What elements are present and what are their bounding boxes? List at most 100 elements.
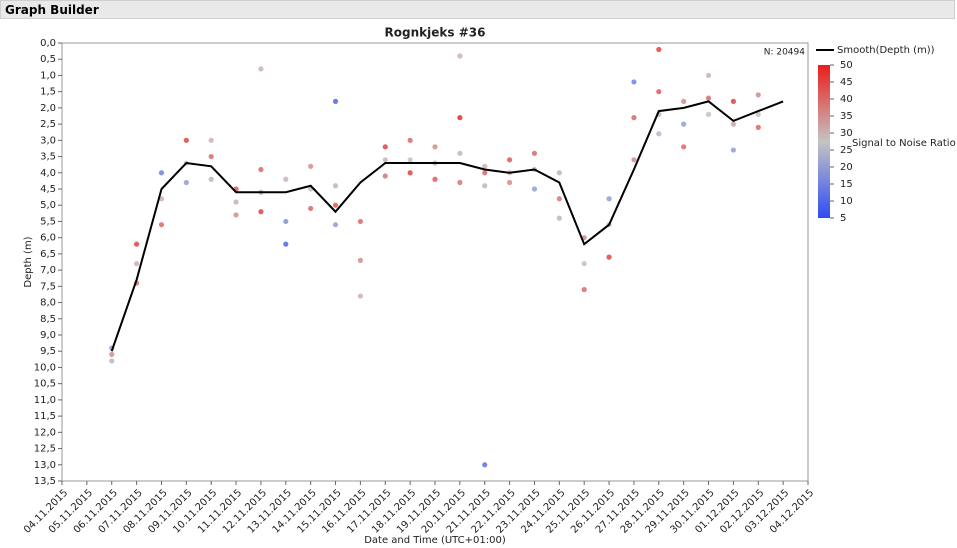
smooth-line: [110, 100, 784, 352]
colorbar-tick-label: 40: [840, 94, 853, 105]
data-point: [631, 115, 637, 121]
data-point: [158, 170, 165, 176]
y-tick-label: 9,5: [40, 346, 56, 357]
colorbar-tick-label: 5: [840, 213, 846, 224]
data-point: [656, 131, 662, 137]
data-point: [283, 241, 289, 247]
y-tick-label: 3,0: [40, 135, 56, 146]
data-point: [332, 183, 339, 189]
data-point: [233, 199, 239, 205]
data-point: [631, 79, 637, 85]
y-tick-label: 10,5: [34, 379, 56, 390]
data-point: [407, 157, 413, 163]
data-point: [308, 205, 314, 212]
colorbar-tick-label: 15: [840, 179, 853, 190]
data-point: [730, 147, 737, 153]
y-tick-label: 4,0: [40, 168, 56, 179]
y-tick-label: 2,0: [40, 103, 56, 114]
data-point: [208, 176, 214, 182]
data-point: [332, 98, 339, 104]
y-tick-label: 5,5: [40, 216, 56, 227]
data-point: [208, 153, 214, 160]
panel-header: Graph Builder: [0, 0, 955, 19]
data-point: [755, 124, 761, 130]
data-point: [258, 66, 264, 72]
data-point: [357, 293, 363, 299]
data-point: [357, 257, 363, 263]
count-label: N: 20494: [764, 48, 806, 58]
y-tick-label: 2,5: [40, 119, 56, 130]
y-tick-label: 6,5: [40, 249, 56, 260]
y-axis-label: Depth (m): [23, 236, 34, 287]
y-tick-label: 8,5: [40, 314, 56, 325]
y-tick-label: 5,0: [40, 200, 56, 211]
colorbar-tick-label: 50: [840, 60, 853, 71]
y-tick-label: 3,5: [40, 152, 56, 163]
plot-frame: [61, 42, 809, 482]
data-point: [308, 163, 314, 169]
data-point: [556, 170, 562, 176]
data-point: [606, 196, 612, 202]
y-tick-label: 0,5: [40, 54, 56, 65]
data-point: [556, 196, 562, 202]
data-point: [656, 89, 662, 95]
data-point: [134, 241, 140, 247]
color-bar: [818, 65, 830, 218]
colorbar-tick-label: 30: [840, 128, 853, 139]
data-point: [730, 121, 737, 127]
data-point: [482, 183, 488, 189]
data-point: [208, 137, 214, 143]
data-point: [407, 137, 413, 143]
data-point: [507, 157, 513, 163]
data-point: [432, 176, 438, 182]
y-tick-label: 12,5: [34, 444, 56, 455]
data-point: [531, 186, 538, 192]
legend-label: Smooth(Depth (m)): [837, 45, 935, 56]
colorbar-tick-label: 45: [840, 77, 853, 88]
data-point: [581, 286, 587, 293]
y-tick-label: 8,0: [40, 298, 56, 309]
data-point: [531, 150, 538, 156]
y-tick-label: 7,5: [40, 281, 56, 292]
chart-title: Rognkjeks #36: [385, 26, 486, 40]
data-point: [332, 202, 339, 208]
data-point: [183, 137, 189, 143]
data-point: [656, 46, 662, 53]
colorbar-tick-label: 35: [840, 111, 853, 122]
data-point: [730, 98, 737, 104]
y-tick-label: 12,0: [34, 427, 56, 438]
data-point: [681, 98, 687, 104]
data-point: [283, 218, 289, 225]
data-point: [507, 179, 513, 186]
x-axis-label: Date and Time (UTC+01:00): [364, 535, 506, 546]
data-point: [183, 179, 189, 186]
data-point: [581, 261, 587, 267]
data-point: [407, 170, 413, 176]
data-point: [482, 170, 488, 176]
data-point: [432, 144, 438, 150]
data-point: [233, 212, 239, 218]
data-point: [705, 72, 712, 79]
data-point: [382, 144, 388, 150]
data-point: [681, 144, 687, 150]
data-point: [705, 111, 712, 117]
data-point: [158, 222, 165, 228]
data-point: [681, 121, 687, 127]
y-tick-label: 7,0: [40, 265, 56, 276]
y-tick-label: 10,0: [34, 362, 56, 373]
data-point: [457, 150, 463, 156]
data-point: [109, 351, 115, 358]
y-tick-label: 13,0: [34, 460, 56, 471]
y-tick-label: 13,5: [34, 476, 56, 487]
data-point: [283, 176, 289, 182]
y-tick-label: 1,5: [40, 87, 56, 98]
y-tick-label: 11,0: [34, 395, 56, 406]
data-point: [482, 163, 488, 169]
colorbar-tick-label: 20: [840, 162, 853, 173]
y-tick-label: 6,0: [40, 233, 56, 244]
colorbar-tick-label: 25: [840, 145, 853, 156]
data-point: [482, 462, 488, 468]
data-point: [457, 179, 463, 186]
